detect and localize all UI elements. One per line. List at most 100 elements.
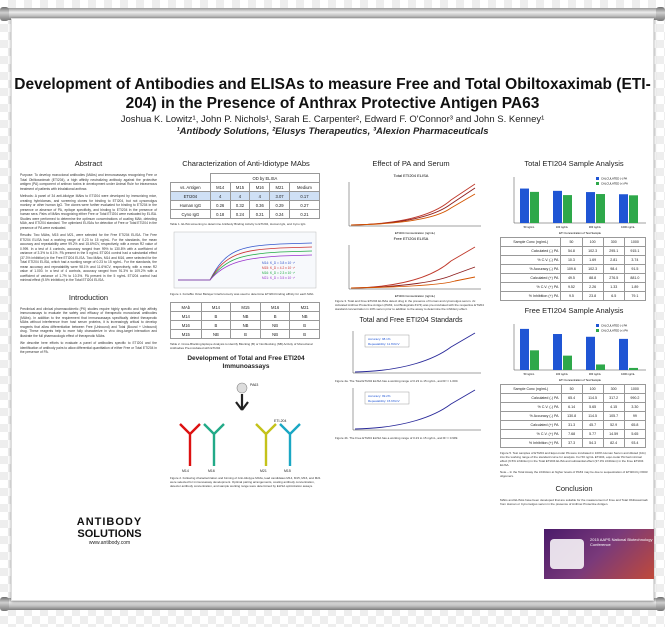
- assay-schematic: PA63 ETI-204 M14 M16 M21 M15: [179, 382, 301, 473]
- table-1-cell: 0.26: [209, 200, 231, 210]
- sample-table-cell: 3.30: [623, 402, 647, 412]
- sample-table-cell: Calculated (-) PA: [499, 246, 562, 256]
- figure-4b-caption: Figure 4b. The Free ETI204 ELISA has a w…: [335, 436, 459, 440]
- standard-curve: [354, 332, 476, 373]
- development-heading: Development of Total and Free ETI204 Imm…: [187, 355, 305, 370]
- table-1-cell: 4: [209, 191, 231, 201]
- table-2-cell: B: [230, 329, 261, 339]
- x-axis-title: ETI Concentration of Test Sample: [559, 378, 601, 382]
- sample-table-cell: 65.4: [560, 393, 583, 403]
- sample-table-header: 100: [581, 384, 604, 394]
- abstract-purpose: Purpose: To develop monoclonal antibodie…: [20, 173, 157, 191]
- sample-table-cell: 7.68: [560, 429, 583, 439]
- logo-line-1: ANTIBODY: [76, 516, 143, 528]
- table-2-header: MAb: [170, 302, 202, 312]
- sample-table-cell: % C.V. (-) PA: [499, 255, 562, 265]
- bar: [629, 367, 638, 370]
- bar: [553, 190, 562, 223]
- bar: [596, 194, 605, 223]
- bar: [596, 364, 605, 370]
- sample-table-cell: 9.52: [560, 282, 583, 292]
- sample-table-cell: 91.5: [623, 264, 647, 274]
- total-elisa-chart: ETI204 Concentration (ng/mL): [348, 182, 481, 235]
- legend-swatch: [596, 324, 599, 327]
- x-tick-label: 300 ng/mL: [589, 225, 602, 229]
- logo-url: www.antibody.com: [88, 540, 131, 546]
- figure-3-caption: Figure 3. Total and Free ETI204 ELISAs d…: [335, 299, 484, 311]
- sample-table-cell: 93.4: [623, 438, 647, 448]
- table-1-cell: 0.24: [229, 209, 251, 219]
- sample-table-cell: 88.8: [581, 273, 604, 283]
- sample-table-cell: 5.65: [581, 402, 604, 412]
- x-axis-title: ETI Concentration of Test Sample: [559, 231, 601, 235]
- x-axis-label: ETI204 Concentration (ng/mL): [395, 231, 435, 235]
- poster-title: Development of Antibodies and ELISAs to …: [14, 76, 651, 112]
- sample-table-cell: 79.1: [623, 291, 647, 301]
- total-standard-chart: Accuracy: 98.1% Repeatability: 11.6%CV: [352, 331, 481, 374]
- aaps-banner: 2015 AAPS National Biotechnology Confere…: [544, 529, 654, 579]
- sample-table-cell: 105.7: [602, 411, 625, 421]
- sample-table-cell: % Accuracy (-) PA: [500, 411, 562, 421]
- aaps-logo-icon: [550, 539, 584, 569]
- m16-antibody-icon: [203, 423, 225, 466]
- octet-legend-1: M14: K_D = 3.8 x 10⁻¹⁰: [262, 261, 296, 265]
- table-2-cell: M15: [170, 329, 202, 339]
- figure-5-caption: Figure 5. Test samples of ETI204 and Equ…: [500, 451, 646, 467]
- bar: [586, 192, 595, 223]
- accuracy-text: Accuracy: 98.1%: [368, 337, 391, 341]
- sample-table-cell: 4.15: [602, 402, 625, 412]
- bar: [530, 350, 539, 370]
- sample-table-header: 300: [602, 237, 625, 247]
- sample-table-cell: 14.59: [602, 429, 625, 439]
- repeatability-text: Repeatability: 15.6%CV: [368, 399, 400, 403]
- sample-table-cell: 990.2: [623, 393, 647, 403]
- bar: [629, 195, 638, 223]
- sample-table-cell: 23.8: [581, 291, 604, 301]
- x-tick-label: 50 ng/mL: [524, 372, 535, 376]
- sample-table-cell: % C.V. (-) PA: [500, 402, 562, 412]
- sample-table-header: 50: [560, 384, 583, 394]
- sample-table-cell: 881.0: [623, 273, 647, 283]
- column-2: Characterization of Anti-Idiotype MAbs O…: [170, 159, 322, 488]
- sample-table-cell: 9.5: [560, 291, 583, 301]
- legend-label: CALCULATED (-) PA: [601, 177, 627, 181]
- repeatability-text: Repeatability: 11.6%CV: [368, 342, 399, 346]
- free-elisa-title: Free ETI204 ELISA: [393, 236, 429, 241]
- table-1-group-header: OD by ELISA: [209, 173, 321, 183]
- table-2-header: M14: [200, 302, 232, 312]
- free-standard-chart: Accuracy: 99.2% Repeatability: 15.6%CV: [352, 388, 481, 431]
- m21-antibody-icon: [255, 423, 277, 466]
- table-2-cell: B: [200, 311, 232, 321]
- sample-table-cell: 295.1: [602, 246, 625, 256]
- pa63-molecule-icon: [236, 382, 248, 394]
- bottom-rod: [2, 598, 663, 610]
- sample-table-header: 1000: [623, 384, 647, 394]
- legend-swatch: [596, 329, 599, 332]
- sample-table-cell: 54.3: [581, 438, 604, 448]
- sample-table-header: Sample Conc (ng/mL): [499, 237, 562, 247]
- table-2-cell: NB: [259, 329, 291, 339]
- sample-table-cell: 5.65: [623, 429, 647, 439]
- effect-heading: Effect of PA and Serum: [372, 159, 450, 168]
- sample-table-cell: 1.69: [581, 255, 604, 265]
- free-elisa-chart: ETI204 Concentration (ng/mL): [348, 245, 481, 298]
- total-elisa-title: Total ETI204 ELISA: [393, 173, 429, 178]
- abstract-results: Results: Two MAbs, M15 and M21, were sel…: [20, 233, 157, 282]
- m14-antibody-icon: [179, 423, 201, 466]
- table-1: OD by ELISA vs. Antigen M14 M15 M16 M21 …: [170, 173, 321, 219]
- sample-table-cell: 6.5: [602, 291, 625, 301]
- table-2-header: M15: [230, 302, 261, 312]
- table-1-header: M15: [229, 182, 251, 192]
- table-2-caption: Table 2. Cross-Blocking Epitope Analysis…: [170, 342, 313, 350]
- table-2-header: M21: [289, 302, 320, 312]
- sample-table-cell: 3.74: [623, 255, 647, 265]
- bar: [619, 338, 628, 370]
- sample-table-cell: 82.4: [602, 438, 625, 448]
- intro-text: Preclinical and clinical pharmacokinetic…: [20, 306, 157, 338]
- sample-table-cell: 114.5: [581, 411, 604, 421]
- m14-label: M14: [182, 469, 189, 473]
- legend-swatch: [596, 182, 599, 185]
- banner-text: 2015 AAPS National Biotechnology Confere…: [590, 537, 653, 547]
- sample-table-cell: 6.14: [560, 402, 583, 412]
- sample-table-cell: 2.81: [602, 255, 625, 265]
